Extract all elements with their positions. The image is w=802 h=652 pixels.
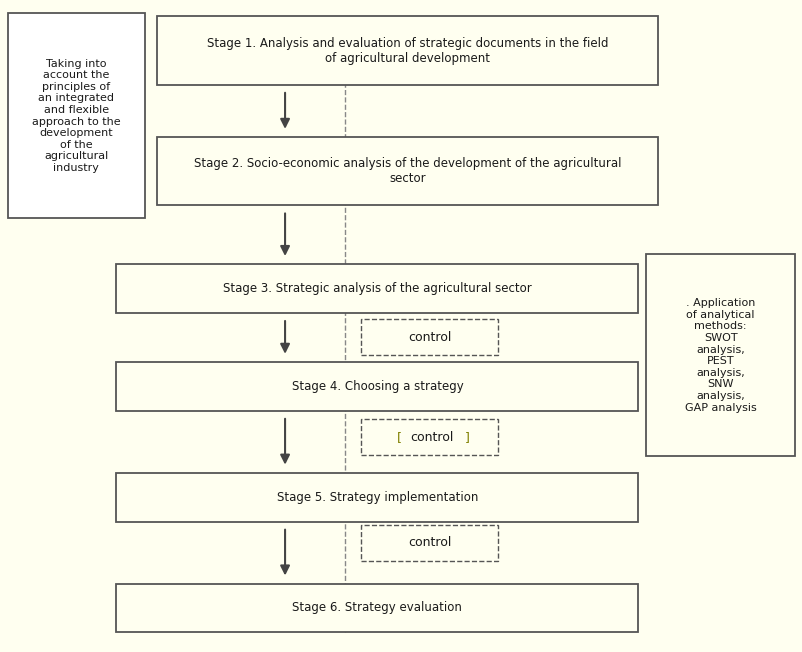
Text: control: control [410, 431, 453, 443]
FancyBboxPatch shape [361, 525, 497, 561]
Text: Taking into
account the
principles of
an integrated
and flexible
approach to the: Taking into account the principles of an… [32, 59, 120, 173]
FancyBboxPatch shape [646, 254, 794, 456]
Text: Stage 2. Socio-economic analysis of the development of the agricultural
sector: Stage 2. Socio-economic analysis of the … [193, 157, 621, 185]
FancyBboxPatch shape [116, 264, 638, 313]
FancyBboxPatch shape [116, 362, 638, 411]
FancyBboxPatch shape [116, 473, 638, 522]
Text: ]: ] [464, 431, 469, 443]
Text: Stage 3. Strategic analysis of the agricultural sector: Stage 3. Strategic analysis of the agric… [223, 282, 531, 295]
Text: . Application
of analytical
methods:
SWOT
analysis,
PEST
analysis,
SNW
analysis,: . Application of analytical methods: SWO… [684, 298, 755, 413]
FancyBboxPatch shape [156, 137, 658, 205]
Text: Stage 1. Analysis and evaluation of strategic documents in the field
of agricult: Stage 1. Analysis and evaluation of stra… [206, 37, 608, 65]
FancyBboxPatch shape [8, 13, 144, 218]
Text: Stage 6. Strategy evaluation: Stage 6. Strategy evaluation [292, 602, 462, 614]
FancyBboxPatch shape [116, 584, 638, 632]
Text: Stage 4. Choosing a strategy: Stage 4. Choosing a strategy [291, 380, 463, 393]
Text: control: control [407, 331, 451, 344]
Text: [: [ [396, 431, 401, 443]
FancyBboxPatch shape [156, 16, 658, 85]
Text: control: control [407, 537, 451, 549]
Text: Stage 5. Strategy implementation: Stage 5. Strategy implementation [277, 491, 477, 503]
FancyBboxPatch shape [361, 319, 497, 355]
FancyBboxPatch shape [361, 419, 497, 455]
